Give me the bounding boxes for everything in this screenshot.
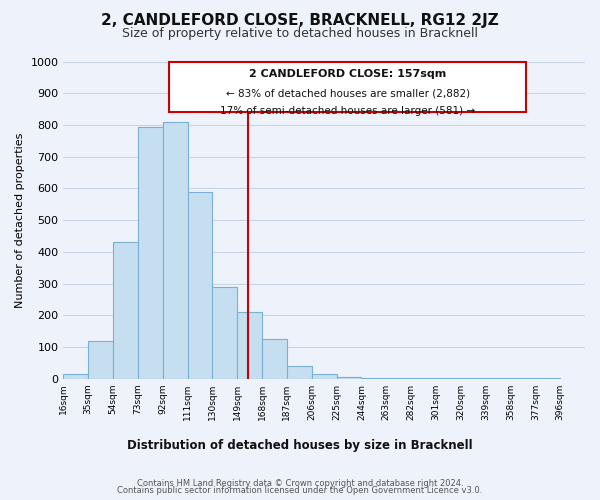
Bar (113, 242, 138, 379)
Bar (64, 374, 88, 379)
Text: ← 83% of detached houses are smaller (2,882): ← 83% of detached houses are smaller (2,… (226, 89, 470, 99)
Bar (138, 126, 163, 379)
Bar (88, 340, 113, 379)
Bar (163, 122, 188, 379)
Text: 17% of semi-detached houses are larger (581) →: 17% of semi-detached houses are larger (… (220, 106, 475, 117)
Bar (386, 378, 411, 379)
Text: Contains HM Land Registry data © Crown copyright and database right 2024.: Contains HM Land Registry data © Crown c… (137, 478, 463, 488)
Bar (337, 377, 361, 379)
Text: 2 CANDLEFORD CLOSE: 157sqm: 2 CANDLEFORD CLOSE: 157sqm (249, 69, 446, 79)
Text: 2, CANDLEFORD CLOSE, BRACKNELL, RG12 2JZ: 2, CANDLEFORD CLOSE, BRACKNELL, RG12 2JZ (101, 12, 499, 28)
Bar (262, 339, 287, 379)
Bar (188, 192, 212, 379)
Bar (312, 374, 337, 379)
Bar (237, 312, 262, 379)
Bar (212, 287, 237, 379)
Bar (287, 366, 312, 379)
Text: Distribution of detached houses by size in Bracknell: Distribution of detached houses by size … (127, 440, 473, 452)
Bar (361, 378, 386, 379)
Y-axis label: Number of detached properties: Number of detached properties (15, 132, 25, 308)
Text: Contains public sector information licensed under the Open Government Licence v3: Contains public sector information licen… (118, 486, 482, 495)
Text: Size of property relative to detached houses in Bracknell: Size of property relative to detached ho… (122, 28, 478, 40)
